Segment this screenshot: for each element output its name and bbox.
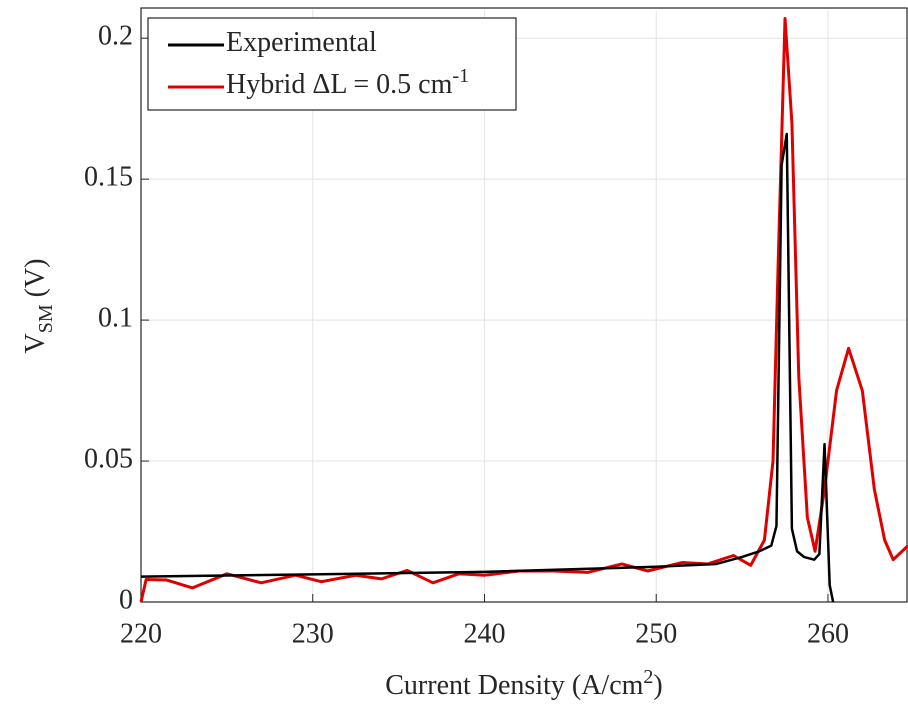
y-tick-label: 0.05 <box>84 443 133 474</box>
y-label-text: V <box>20 333 51 353</box>
data-line <box>140 132 835 603</box>
legend-text: Experimental <box>226 27 377 58</box>
x-tick-label: 230 <box>292 618 334 649</box>
y-label-sub: SM <box>35 304 57 333</box>
legend-label: Hybrid ΔL = 0.5 cm-1 <box>226 65 469 101</box>
x-label-sup: 2 <box>643 666 653 688</box>
x-tick-label: 240 <box>463 618 505 649</box>
y-tick-label: 0 <box>119 584 133 615</box>
legend-sup: -1 <box>452 65 469 87</box>
y-tick-label: 0.15 <box>84 162 133 193</box>
x-axis-label: Current Density (A/cm2) <box>385 666 663 702</box>
data-line <box>139 16 908 603</box>
y-tick-label: 0.2 <box>98 21 133 52</box>
y-tick-label: 0.1 <box>98 303 133 334</box>
legend-text: Hybrid ΔL = 0.5 cm <box>226 69 453 100</box>
x-tick-label: 250 <box>635 618 677 649</box>
x-tick-label: 220 <box>120 618 162 649</box>
x-tick-label: 260 <box>807 618 849 649</box>
axes-box <box>140 7 908 603</box>
x-label-end: ) <box>653 670 662 701</box>
legend-label: Experimental <box>226 27 377 58</box>
legend-box <box>147 17 517 111</box>
y-axis-label: VSM (V) <box>20 258 56 353</box>
x-label-text: Current Density (A/cm <box>385 670 643 701</box>
y-label-end: (V) <box>20 258 51 304</box>
